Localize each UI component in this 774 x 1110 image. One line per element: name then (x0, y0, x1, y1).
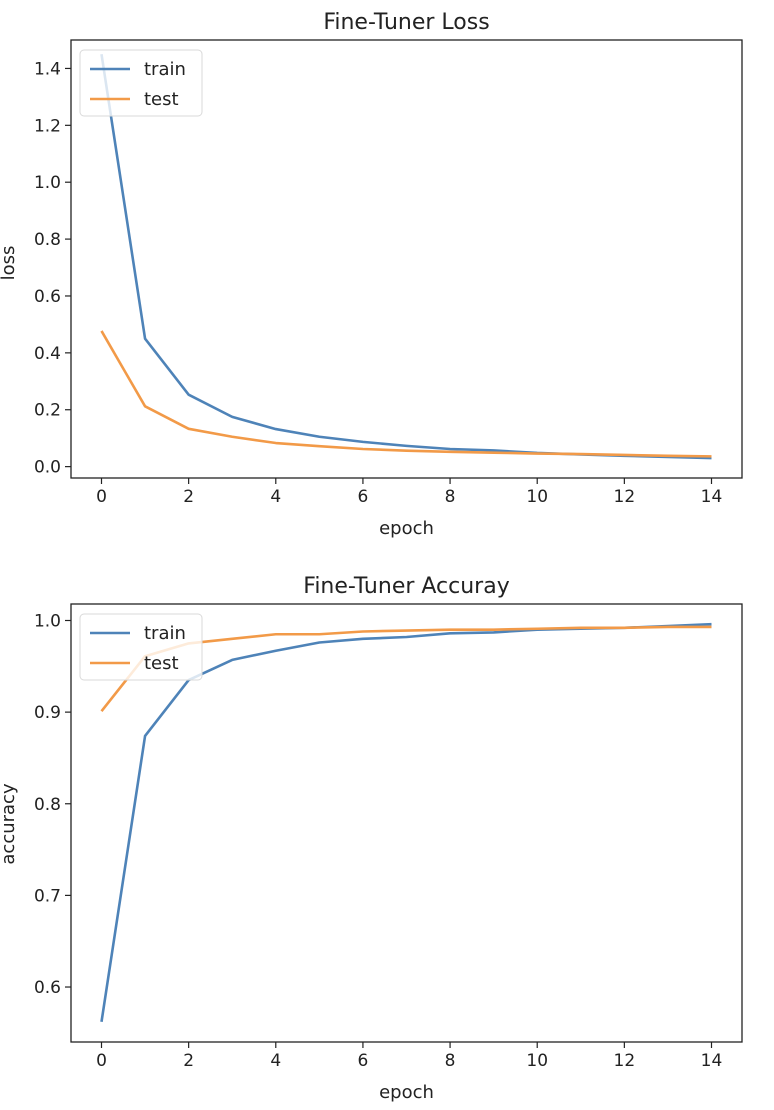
loss-y-tick-label: 0.8 (34, 230, 61, 250)
accuracy-x-tick-label: 6 (358, 1051, 369, 1071)
accuracy-y-axis-label: accuracy (0, 783, 19, 865)
loss-y-tick-label: 0.6 (34, 287, 61, 307)
loss-y-tick-label: 1.4 (34, 59, 61, 79)
loss-y-tick-label: 0.2 (34, 401, 61, 421)
accuracy-x-tick-label: 12 (614, 1051, 636, 1071)
loss-x-tick-label: 10 (526, 487, 548, 507)
accuracy-x-tick-label: 8 (445, 1051, 456, 1071)
accuracy-x-tick-label: 0 (96, 1051, 107, 1071)
loss-legend: train test (79, 49, 203, 117)
loss-axes-frame (70, 39, 743, 479)
accuracy-x-tick-label: 2 (183, 1051, 194, 1071)
accuracy-legend-label-train: train (144, 623, 186, 644)
loss-y-tick-label: 0.0 (34, 458, 61, 478)
loss-x-tick-label: 8 (445, 487, 456, 507)
loss-x-axis-label: epoch (379, 518, 434, 539)
loss-y-tick-label: 0.4 (34, 344, 61, 364)
accuracy-x-tick-label: 4 (270, 1051, 281, 1071)
accuracy-y-tick-label: 1.0 (34, 611, 61, 631)
loss-x-tick-label: 6 (358, 487, 369, 507)
loss-x-tick-label: 0 (96, 487, 107, 507)
accuracy-x-tick-label: 14 (701, 1051, 723, 1071)
accuracy-x-axis-label: epoch (379, 1082, 434, 1103)
accuracy-y-tick-label: 0.6 (34, 978, 61, 998)
loss-y-tick-label: 1.0 (34, 173, 61, 193)
loss-plot-area: 0 2 4 6 8 10 12 14 0.0 0.2 0.4 0.6 0.8 1.0 1.2 1.4 train… (34, 39, 743, 507)
loss-legend-label-test: test (144, 89, 179, 110)
accuracy-y-tick-label: 0.7 (34, 886, 61, 906)
loss-legend-label-train: train (144, 59, 186, 80)
accuracy-chart: Fine-Tuner Accuray epoch accuracy 0 2 4 6 8 1… (0, 574, 743, 1103)
accuracy-series-test-line (100, 625, 712, 713)
loss-chart-title: Fine-Tuner Loss (323, 10, 489, 35)
loss-y-tick-label: 1.2 (34, 116, 61, 136)
accuracy-axes-frame (70, 603, 743, 1043)
accuracy-x-tick-label: 10 (526, 1051, 548, 1071)
accuracy-chart-title: Fine-Tuner Accuray (303, 574, 509, 599)
loss-series-test-line (100, 330, 712, 458)
accuracy-y-tick-label: 0.8 (34, 795, 61, 815)
loss-x-tick-label: 14 (701, 487, 723, 507)
accuracy-legend-label-test: test (144, 653, 179, 674)
loss-chart: Fine-Tuner Loss epoch loss 0 2 4 6 8 10 12 14 0.… (0, 10, 743, 539)
accuracy-plot-area: 0 2 4 6 8 10 12 14 0.6 0.7 0.8 0.9 1.0 train test (34, 603, 743, 1071)
loss-x-tick-label: 12 (614, 487, 636, 507)
accuracy-legend: train test (79, 613, 203, 681)
loss-y-axis-label: loss (0, 246, 19, 281)
loss-x-tick-label: 4 (270, 487, 281, 507)
accuracy-y-tick-label: 0.9 (34, 703, 61, 723)
loss-x-tick-label: 2 (183, 487, 194, 507)
